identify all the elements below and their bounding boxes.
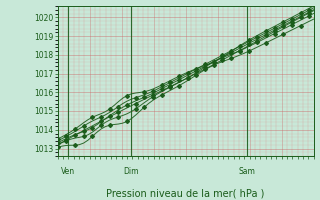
Text: Ven: Ven <box>61 167 75 176</box>
Text: Pression niveau de la mer( hPa ): Pression niveau de la mer( hPa ) <box>107 189 265 199</box>
Text: Dim: Dim <box>123 167 138 176</box>
Text: Sam: Sam <box>239 167 255 176</box>
